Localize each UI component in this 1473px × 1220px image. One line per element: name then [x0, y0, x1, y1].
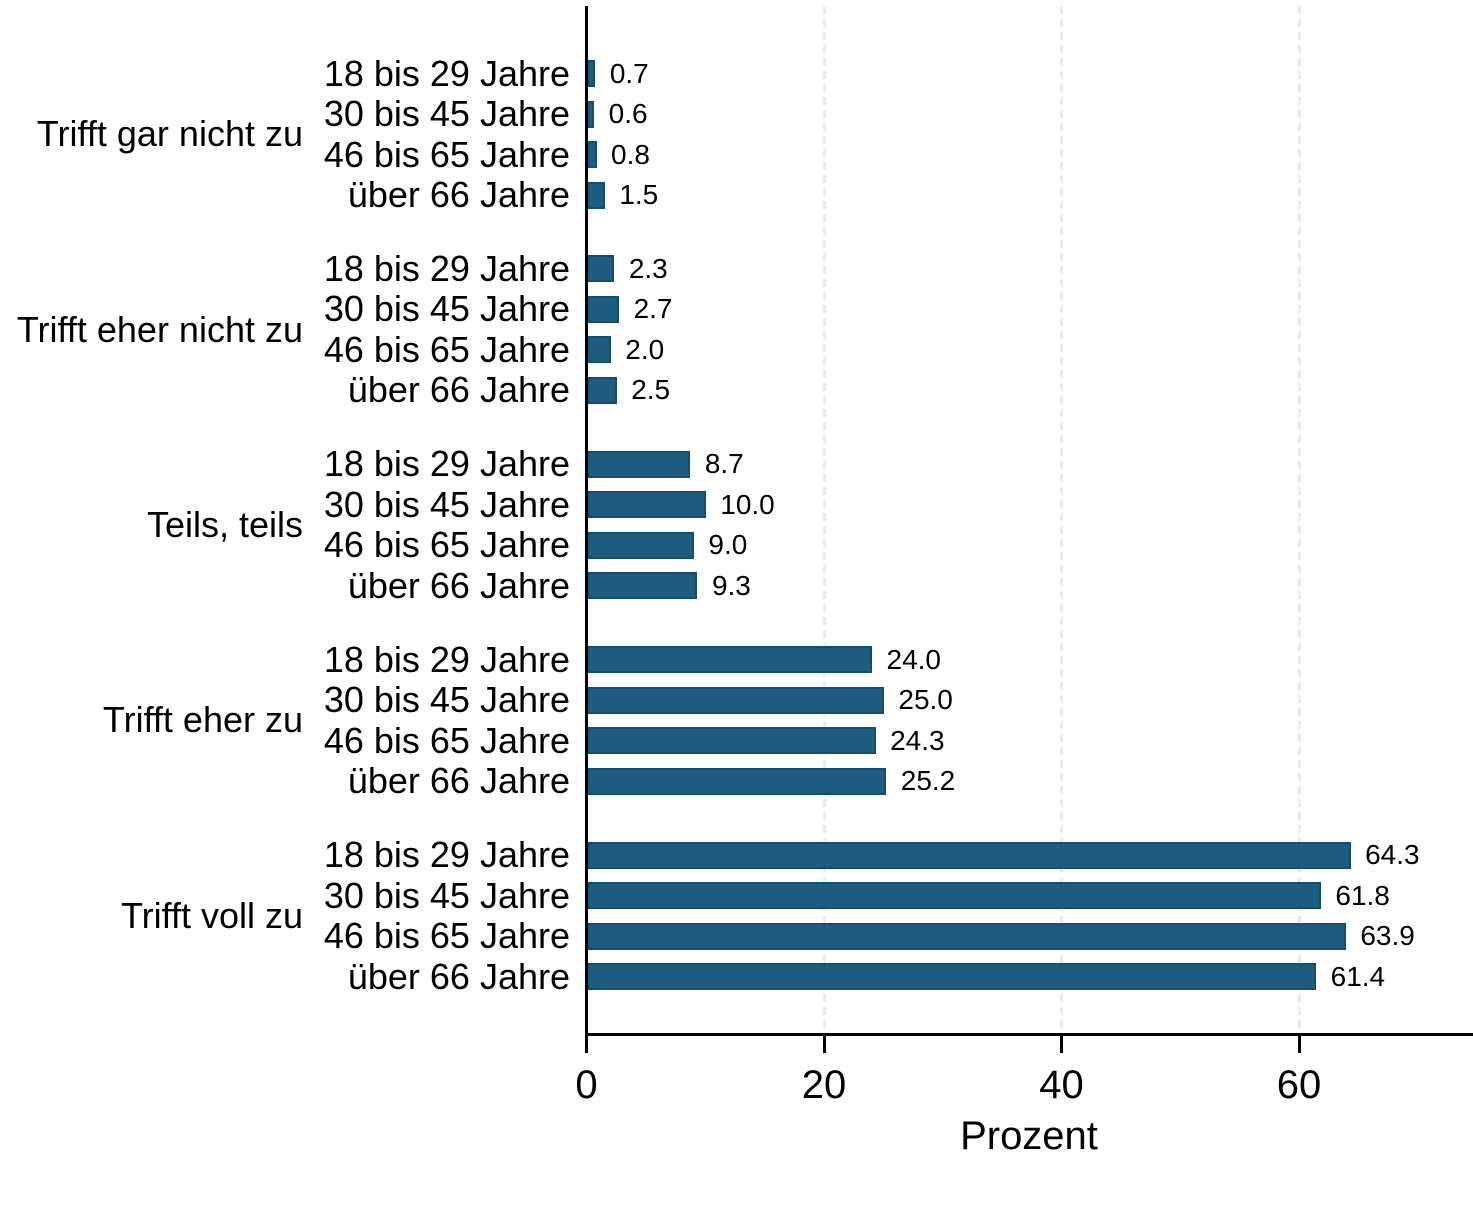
bar — [587, 767, 886, 795]
bar-value-label: 0.6 — [608, 98, 648, 129]
bar-value-label: 61.8 — [1335, 879, 1390, 911]
group-label: Teils, teils — [146, 504, 303, 546]
bar-value-label: 2.3 — [628, 252, 668, 284]
bar — [587, 100, 594, 128]
category-label: 30 bis 45 Jahre — [323, 874, 570, 916]
category-label: über 66 Jahre — [347, 564, 570, 606]
bar — [587, 450, 690, 478]
group-label: Trifft voll zu — [120, 894, 303, 936]
bar-value-label: 2.0 — [625, 333, 665, 365]
category-label: 18 bis 29 Jahre — [323, 247, 570, 289]
bar — [587, 686, 884, 714]
bar — [587, 922, 1346, 950]
category-label: 30 bis 45 Jahre — [323, 93, 570, 134]
category-label: 18 bis 29 Jahre — [323, 638, 570, 680]
x-tick-20 — [822, 1036, 826, 1053]
x-tick-40 — [1060, 1036, 1063, 1053]
bar-value-label: 25.0 — [898, 684, 953, 716]
bar-value-label: 61.4 — [1330, 960, 1386, 992]
category-label: 18 bis 29 Jahre — [323, 834, 570, 876]
bar-value-label: 24.3 — [890, 724, 945, 756]
bar-value-label: 0.8 — [611, 138, 650, 170]
group-label: Trifft eher zu — [102, 699, 303, 741]
gridline-20 — [822, 6, 826, 1033]
bar-value-label: 24.0 — [886, 643, 942, 675]
category-label: 46 bis 65 Jahre — [323, 719, 570, 761]
bar-value-label: 0.7 — [609, 57, 649, 89]
category-label: über 66 Jahre — [347, 955, 570, 997]
bar-value-label: 10.0 — [720, 488, 775, 520]
bar — [587, 882, 1321, 910]
category-label: 46 bis 65 Jahre — [323, 328, 570, 370]
bar-value-label: 64.3 — [1365, 839, 1420, 871]
gridline-60 — [1297, 6, 1301, 1033]
category-label: über 66 Jahre — [347, 760, 570, 802]
bar-value-label: 2.5 — [631, 374, 671, 406]
bar — [587, 491, 706, 519]
bar — [587, 531, 694, 559]
x-tick-label-60: 60 — [1276, 1063, 1322, 1107]
x-tick-label-20: 20 — [801, 1063, 847, 1107]
bar-value-label: 8.7 — [704, 448, 744, 480]
x-tick-label-40: 40 — [1039, 1063, 1084, 1107]
bar — [587, 841, 1351, 869]
bar — [587, 727, 876, 755]
x-axis-line — [585, 1033, 1473, 1036]
category-label: 30 bis 45 Jahre — [323, 288, 570, 330]
bar-value-label: 63.9 — [1360, 920, 1415, 952]
group-label: Trifft eher nicht zu — [16, 308, 303, 350]
category-label: 18 bis 29 Jahre — [323, 52, 570, 94]
category-label: über 66 Jahre — [347, 174, 570, 215]
bar — [587, 572, 697, 600]
group-label: Trifft gar nicht zu — [36, 113, 303, 155]
bar — [587, 255, 614, 283]
bar-value-label: 1.5 — [619, 179, 659, 210]
x-tick-60 — [1297, 1036, 1301, 1053]
bar — [587, 181, 605, 209]
category-label: 46 bis 65 Jahre — [323, 915, 570, 957]
bar-value-label: 2.7 — [633, 293, 673, 325]
category-label: 46 bis 65 Jahre — [323, 133, 570, 175]
x-axis-title: Prozent — [960, 1114, 1098, 1158]
bar-value-label: 9.3 — [711, 569, 751, 601]
bar — [587, 295, 619, 323]
gridline-40 — [1060, 6, 1063, 1033]
bar — [587, 376, 617, 404]
bar — [587, 646, 872, 674]
x-tick-0 — [585, 1036, 588, 1053]
y-axis-line — [585, 6, 588, 1035]
bar — [587, 141, 597, 168]
x-tick-label-0: 0 — [575, 1063, 598, 1107]
category-label: 46 bis 65 Jahre — [323, 524, 570, 566]
bar-value-label: 25.2 — [900, 765, 956, 797]
category-label: 18 bis 29 Jahre — [323, 443, 570, 485]
bar-value-label: 9.0 — [708, 529, 748, 561]
category-label: 30 bis 45 Jahre — [323, 483, 570, 525]
bar — [587, 60, 595, 87]
category-label: über 66 Jahre — [347, 369, 570, 411]
bar — [587, 963, 1316, 991]
bar — [587, 336, 611, 364]
category-label: 30 bis 45 Jahre — [323, 679, 570, 721]
